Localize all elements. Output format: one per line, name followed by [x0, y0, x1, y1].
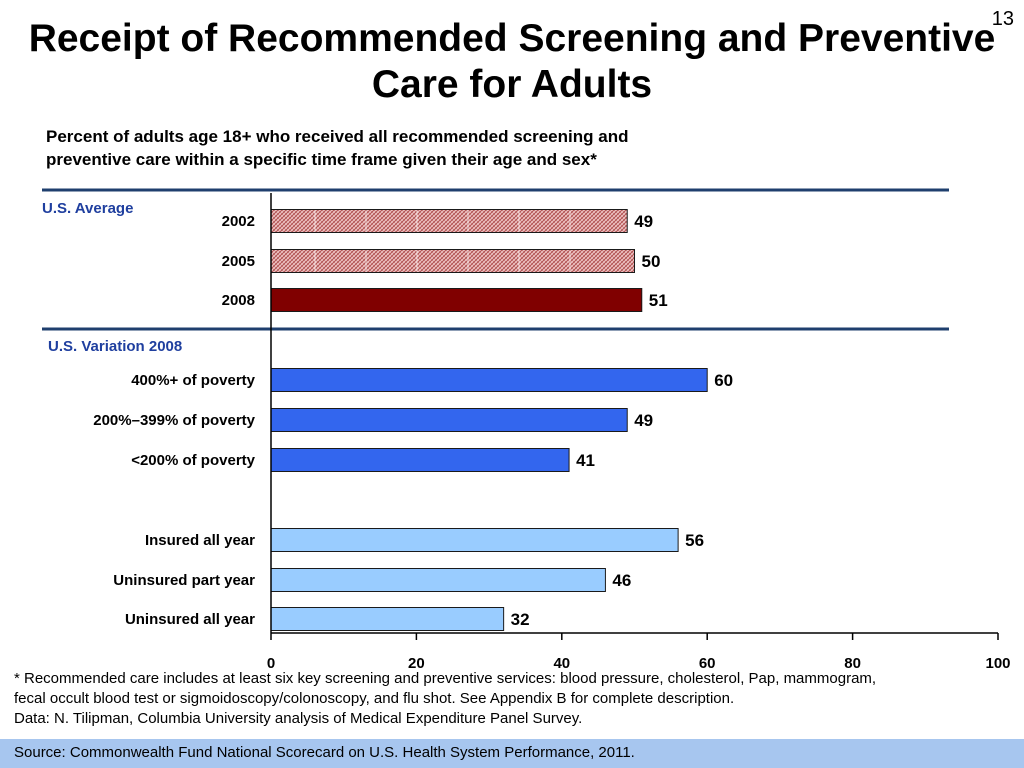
data-label: 41	[576, 451, 595, 470]
bar	[270, 568, 606, 592]
footnote-line-1: * Recommended care includes at least six…	[14, 670, 877, 687]
x-axis: 0 20 40 60 80 100	[267, 193, 1011, 672]
bar	[270, 528, 679, 552]
slide-number: 13	[991, 8, 1014, 30]
bar	[270, 408, 628, 432]
bar	[270, 288, 643, 312]
group-label-2: U.S. Variation 2008	[48, 338, 182, 355]
group-labels: U.S. Average U.S. Variation 2008	[42, 200, 182, 355]
category-label: 2005	[222, 253, 255, 270]
source-text: Source: Commonwealth Fund National Score…	[14, 744, 635, 761]
data-label: 51	[649, 291, 668, 310]
data-label: 32	[511, 610, 530, 629]
footnote-line-2: fecal occult blood test or sigmoidoscopy…	[14, 690, 735, 707]
data-label: 49	[634, 212, 653, 231]
category-label: Insured all year	[145, 532, 255, 549]
data-label: 56	[685, 531, 704, 550]
data-label: 60	[714, 371, 733, 390]
subtitle-line-1: Percent of adults age 18+ who received a…	[46, 127, 629, 146]
group-label-1: U.S. Average	[42, 200, 133, 217]
bar	[270, 209, 628, 233]
bar	[270, 368, 708, 392]
bars: 2002 49 2005 50 2008 51 400%+ of poverty 60 200%…	[93, 209, 733, 631]
category-label: <200% of poverty	[131, 452, 255, 469]
subtitle-line-2: preventive care within a specific time f…	[46, 150, 597, 169]
x-tick-label: 100	[985, 655, 1010, 672]
category-label: 2002	[222, 213, 255, 230]
bar	[270, 607, 505, 631]
x-tick-label: 80	[844, 655, 861, 672]
x-tick-label: 60	[699, 655, 716, 672]
bar	[270, 249, 635, 273]
category-label: 200%–399% of poverty	[93, 412, 255, 429]
category-label: 400%+ of poverty	[131, 372, 255, 389]
footnote-line-3: Data: N. Tilipman, Columbia University a…	[14, 710, 583, 727]
x-tick-label: 20	[408, 655, 425, 672]
x-tick-label: 0	[267, 655, 275, 672]
footnote: * Recommended care includes at least six…	[14, 669, 1019, 729]
chart-subtitle: Percent of adults age 18+ who received a…	[46, 125, 766, 171]
category-label: 2008	[222, 292, 255, 309]
data-label: 46	[612, 571, 631, 590]
category-label: Uninsured all year	[125, 611, 255, 628]
slide-title: Receipt of Recommended Screening and Pre…	[0, 16, 1024, 108]
bar	[270, 448, 570, 472]
data-label: 50	[642, 252, 661, 271]
data-label: 49	[634, 411, 653, 430]
x-tick-label: 40	[553, 655, 570, 672]
source-bar: Source: Commonwealth Fund National Score…	[0, 739, 1024, 768]
category-label: Uninsured part year	[113, 572, 255, 589]
title-line-2: Care for Adults	[371, 63, 653, 106]
group-separators	[42, 188, 949, 331]
title-line-1: Receipt of Recommended Screening and Pre…	[28, 17, 996, 60]
